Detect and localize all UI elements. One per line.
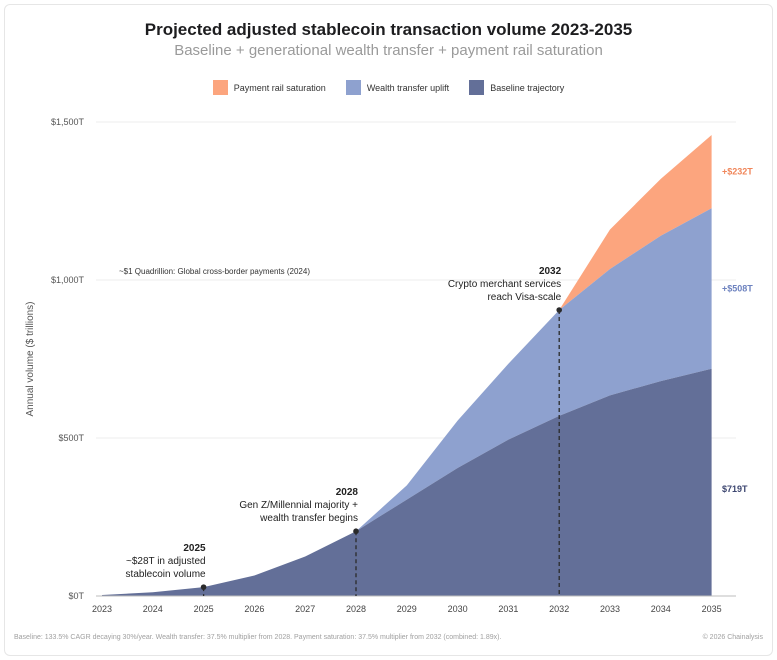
x-tick-label: 2025 [194,604,214,614]
legend-label-baseline: Baseline trajectory [490,82,565,93]
end-label: +$232T [722,167,753,177]
area-wealth-transfer-uplift [356,208,712,532]
annotation-text: Crypto merchant services [448,279,561,290]
x-tick-label: 2030 [448,604,468,614]
legend-swatch-payment-rail [212,80,228,95]
legend-item-payment-rail: Payment rail saturation [212,80,326,95]
x-tick-label: 2034 [651,604,671,614]
x-tick-label: 2033 [600,604,620,614]
y-tick-label: $1,500T [51,117,85,127]
x-tick-label: 2031 [498,604,518,614]
x-tick-label: 2027 [295,604,315,614]
legend-swatch-baseline [469,80,485,95]
x-tick-label: 2028 [346,604,366,614]
area-payment-rail-saturation [559,134,712,311]
annotation-text: wealth transfer begins [259,513,358,524]
x-tick-label: 2023 [92,604,112,614]
x-tick-label: 2035 [702,604,722,614]
x-tick-label: 2029 [397,604,417,614]
annotation-marker [200,584,207,590]
x-tick-label: 2024 [143,604,163,614]
legend-item-baseline: Baseline trajectory [469,80,564,95]
annotation-marker [556,307,562,313]
end-label: +$508T [722,284,753,294]
x-tick-label: 2026 [244,604,264,614]
annotation-text: reach Visa-scale [487,292,561,303]
annotation-title: 2032 [539,266,562,277]
footer-note: Baseline: 133.5% CAGR decaying 30%/year.… [14,634,502,641]
chart-subtitle: Baseline + generational wealth transfer … [174,42,603,59]
y-tick-label: $500T [58,433,84,443]
annotation-text: Gen Z/Millennial majority + [239,500,358,511]
annotation-text: ~$28T in adjusted [126,556,206,567]
y-axis-label: Annual volume ($ trillions) [25,301,36,416]
annotation-marker [353,528,359,535]
reference-note: ~$1 Quadrillion: Global cross-border pay… [119,267,310,276]
end-label: $719T [722,484,748,494]
legend: Payment rail saturation Wealth transfer … [0,80,777,95]
y-tick-label: $0T [68,591,84,601]
legend-swatch-wealth-transfer [345,80,361,95]
y-tick-label: $1,000T [51,275,85,285]
legend-label-wealth-transfer: Wealth transfer uplift [366,82,450,93]
annotation-title: 2025 [183,543,206,554]
x-tick-label: 2032 [549,604,569,614]
legend-item-wealth-transfer: Wealth transfer uplift [345,80,450,95]
legend-label-payment-rail: Payment rail saturation [233,82,326,93]
annotation-text: stablecoin volume [126,569,206,580]
footer-credit: © 2026 Chainalysis [702,634,763,641]
annotation-title: 2028 [336,487,359,498]
chart-title: Projected adjusted stablecoin transactio… [144,20,633,39]
